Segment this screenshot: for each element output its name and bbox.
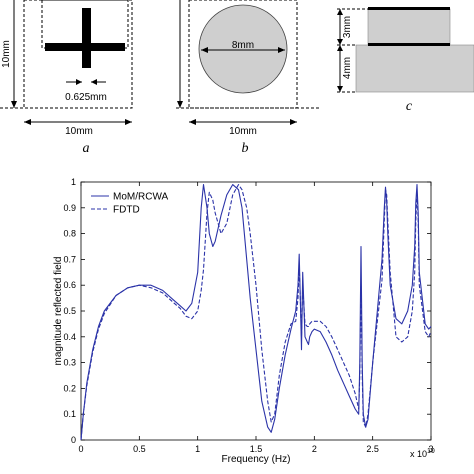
panel-b-width-label: 10mm <box>229 126 257 137</box>
panel-a: 10mm 0.625mm 10mm a <box>0 0 133 156</box>
x-tick-label: 1 <box>195 444 200 454</box>
panel-a-width-arrow-right <box>125 119 132 125</box>
gap-arrow-right <box>91 79 97 85</box>
x-exponent-base: x 10 <box>410 449 427 459</box>
legend-label: FDTD <box>113 205 140 216</box>
y-tick-label: 0.1 <box>63 409 76 419</box>
panel-b: 8mm 10mm b <box>176 0 320 156</box>
x-tick-label: 0.5 <box>133 444 146 454</box>
y-axis-label: magnitude reflected field <box>53 257 64 366</box>
legend: MoM/RCWA FDTD <box>91 192 169 216</box>
lower-thickness-arrow-bottom <box>337 86 343 92</box>
x-axis-label: Frequency (Hz) <box>222 454 291 465</box>
x-tick-label: 0 <box>78 444 83 454</box>
y-tick-label: 0.8 <box>63 229 76 239</box>
lower-dielectric-layer <box>355 44 474 93</box>
upper-thickness-arrow-top <box>337 9 343 15</box>
lower-thickness-arrow-top <box>337 45 343 51</box>
y-axis-ticks: 0 0.1 0.2 0.3 0.4 0.5 0.6 0.7 0.8 0.9 1 <box>63 177 431 445</box>
panel-a-width-label: 10mm <box>65 126 93 137</box>
x-tick-label: 1.5 <box>250 444 263 454</box>
panel-a-gap-label: 0.625mm <box>65 92 107 103</box>
y-tick-label: 0.4 <box>63 332 76 342</box>
diameter-arrow-left <box>201 47 208 53</box>
panel-a-height-label: 10mm <box>1 40 12 68</box>
legend-label: MoM/RCWA <box>113 192 169 203</box>
y-tick-label: 0.2 <box>63 383 76 393</box>
y-tick-label: 1 <box>71 177 76 187</box>
disc-patch <box>198 4 288 94</box>
top-metal-layer <box>368 7 450 10</box>
reflection-chart: 0 0.1 0.2 0.3 0.4 0.5 0.6 0.7 0.8 0.9 1 0 0.5 1 1.5 2 2… <box>53 177 435 465</box>
series-line-fdtd <box>80 184 432 441</box>
gap-arrow-left <box>76 79 82 85</box>
panel-b-width-arrow-right <box>290 119 297 125</box>
middle-metal-layer <box>368 43 450 46</box>
panel-b-caption: b <box>242 141 249 156</box>
cross-horizontal-bar <box>45 43 125 51</box>
panel-a-unit-cell-border <box>23 0 133 109</box>
y-tick-label: 0.5 <box>63 306 76 316</box>
series-layer <box>80 184 432 441</box>
upper-thickness-arrow-bottom <box>337 39 343 45</box>
panel-b-height-arrow <box>177 101 183 108</box>
x-exponent-power: 10 <box>427 448 435 455</box>
panel-c-lower-label: 4mm <box>342 57 353 79</box>
panel-c-caption: c <box>406 99 413 114</box>
x-tick-label: 3 <box>428 444 433 454</box>
y-tick-label: 0.3 <box>63 358 76 368</box>
y-tick-label: 0 <box>71 435 76 445</box>
upper-dielectric-layer <box>367 8 451 46</box>
panel-c: 3mm 4mm c <box>337 7 474 114</box>
panel-a-width-arrow-left <box>24 119 31 125</box>
panel-b-width-arrow-left <box>189 119 196 125</box>
y-tick-label: 0.7 <box>63 254 76 264</box>
height-arrow <box>11 101 17 108</box>
x-exponent-label: x 1010 <box>410 448 435 459</box>
y-tick-label: 0.6 <box>63 280 76 290</box>
diameter-arrow-right <box>278 47 285 53</box>
panel-a-caption: a <box>83 141 90 156</box>
x-tick-label: 2 <box>312 444 317 454</box>
y-tick-label: 0.9 <box>63 203 76 213</box>
panel-b-diameter-label: 8mm <box>232 40 254 51</box>
panel-c-upper-label: 3mm <box>342 16 353 38</box>
x-tick-label: 2.5 <box>366 444 379 454</box>
cross-vertical-bar <box>82 8 91 68</box>
